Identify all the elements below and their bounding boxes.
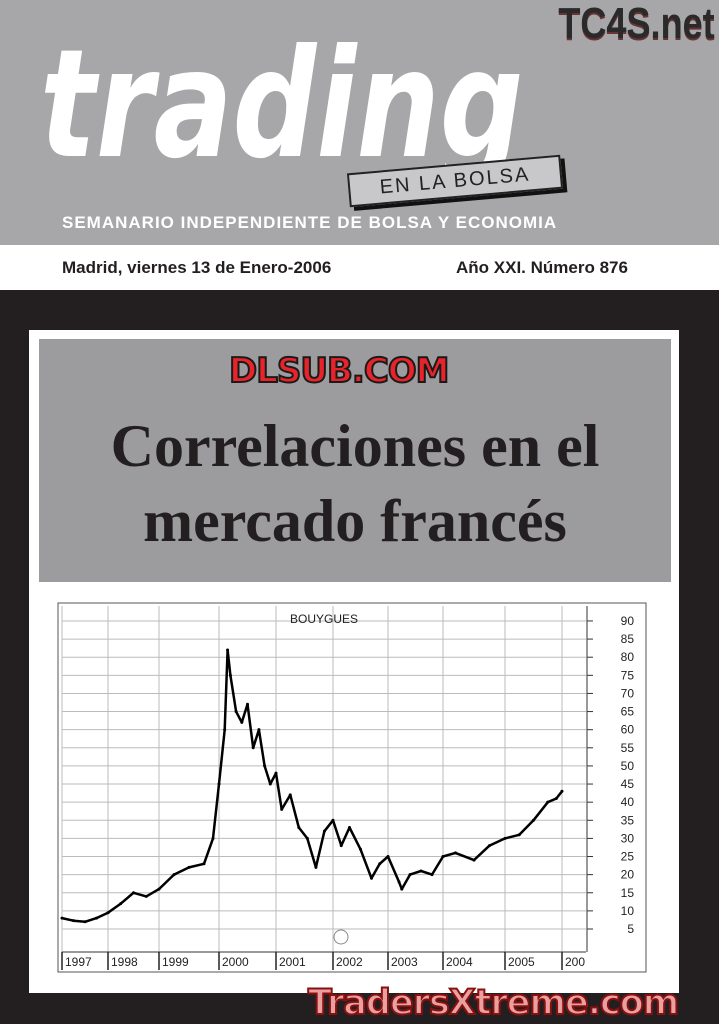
price-point	[72, 919, 75, 923]
price-point	[453, 851, 457, 855]
x-tick-label: 1997	[65, 955, 92, 969]
chart-frame	[57, 602, 647, 973]
dateline: Madrid, viernes 13 de Enero-2006 Año XXI…	[0, 245, 719, 290]
price-point	[83, 920, 87, 924]
y-tick-label: 40	[621, 795, 635, 809]
price-point	[228, 673, 232, 677]
price-point	[503, 836, 507, 840]
y-tick-label: 5	[627, 922, 634, 936]
price-point	[288, 793, 292, 797]
price-point	[119, 902, 123, 906]
watermark-tradersxtreme: TradersXtreme.com	[307, 983, 680, 1023]
price-point	[378, 862, 382, 866]
price-point	[297, 826, 301, 830]
y-tick-label: 90	[621, 614, 635, 628]
price-point	[95, 916, 98, 920]
price-point	[397, 880, 401, 884]
masthead: trading EN LA BOLSA TC4S.net SEMANARIO I…	[0, 0, 719, 245]
price-point	[240, 720, 244, 724]
price-point	[211, 836, 215, 840]
price-point	[263, 764, 267, 768]
issue-date: Madrid, viernes 13 de Enero-2006	[62, 258, 332, 277]
price-point	[144, 894, 148, 898]
price-point	[257, 728, 261, 732]
headline-box: DLSUB.COM Correlaciones en el mercado fr…	[39, 339, 671, 582]
x-tick-label: 2001	[279, 955, 306, 969]
y-tick-label: 10	[621, 904, 635, 918]
y-tick-label: 20	[621, 868, 635, 882]
price-point	[274, 771, 278, 775]
price-point	[157, 887, 161, 891]
price-point	[532, 818, 535, 822]
price-point	[408, 873, 412, 877]
price-point	[400, 887, 404, 891]
issue-number: Año XXI. Número 876	[456, 258, 628, 277]
y-tick-label: 75	[621, 668, 635, 682]
y-tick-label: 85	[621, 632, 635, 646]
price-point	[106, 911, 110, 915]
price-point	[322, 829, 326, 833]
price-point	[419, 869, 423, 873]
price-point	[430, 873, 434, 877]
price-point	[348, 826, 351, 830]
y-tick-label: 30	[621, 831, 635, 845]
y-tick-label: 15	[621, 886, 635, 900]
price-point	[386, 855, 390, 859]
y-tick-label: 80	[621, 650, 635, 664]
price-point	[246, 702, 249, 706]
chart-title: BOUYGUES	[290, 612, 358, 626]
y-tick-label: 55	[621, 741, 635, 755]
price-point	[223, 728, 227, 732]
price-point	[560, 789, 564, 793]
marker-circle	[333, 929, 349, 945]
price-point	[305, 836, 309, 840]
x-tick-label: 2002	[336, 955, 363, 969]
x-tick-label: 1998	[111, 955, 138, 969]
x-tick-label: 2005	[508, 955, 535, 969]
price-point	[226, 648, 230, 652]
x-tick-label: 2004	[446, 955, 473, 969]
price-point	[172, 873, 176, 877]
y-tick-label: 70	[621, 686, 635, 700]
y-tick-label: 35	[621, 813, 635, 827]
watermark-tc4s: TC4S.net	[558, 0, 715, 48]
price-point	[359, 847, 362, 851]
x-tick-label: 2003	[391, 955, 418, 969]
price-point	[202, 862, 206, 866]
y-tick-label: 50	[621, 759, 635, 773]
price-point	[554, 797, 558, 801]
x-tick-label: 2000	[222, 955, 249, 969]
y-tick-label: 65	[621, 705, 635, 719]
price-point	[488, 844, 491, 848]
y-tick-label: 25	[621, 850, 635, 864]
price-point	[472, 858, 476, 862]
price-point	[314, 865, 318, 869]
price-point	[546, 800, 550, 804]
price-point	[370, 876, 373, 880]
price-point	[132, 891, 135, 895]
magazine-subtitle: SEMANARIO INDEPENDIENTE DE BOLSA Y ECONO…	[62, 213, 558, 232]
y-tick-label: 45	[621, 777, 635, 791]
x-tick-label: 200	[565, 955, 585, 969]
price-point	[217, 782, 221, 786]
headline: Correlaciones en el mercado francés	[110, 413, 600, 554]
magazine-logo: trading	[40, 18, 524, 192]
y-tick-label: 60	[621, 723, 635, 737]
price-point	[187, 865, 191, 869]
price-point	[331, 818, 335, 822]
price-point	[441, 855, 445, 859]
price-point	[251, 746, 255, 750]
x-tick-label: 1999	[162, 955, 189, 969]
watermark-dlsub: DLSUB.COM	[228, 350, 451, 392]
price-point	[517, 833, 521, 837]
price-point	[234, 710, 238, 714]
price-point	[339, 844, 343, 848]
price-point	[60, 916, 64, 920]
price-point	[268, 782, 272, 786]
price-point	[280, 807, 284, 811]
